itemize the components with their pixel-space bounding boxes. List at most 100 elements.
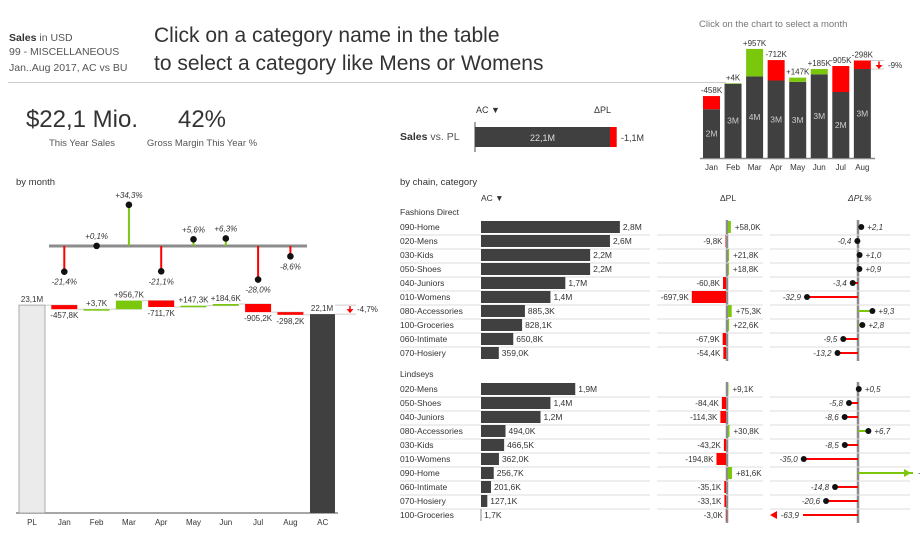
- table-header-ac[interactable]: AC ▼: [481, 193, 504, 203]
- dpl-bar[interactable]: [721, 397, 726, 409]
- dpl-bar[interactable]: [725, 509, 727, 521]
- month-ac-bar[interactable]: [724, 83, 742, 158]
- dpl-bar[interactable]: [728, 383, 729, 395]
- dplpct-dot[interactable]: [804, 294, 811, 300]
- dpl-bar[interactable]: [728, 263, 729, 275]
- ac-bar[interactable]: [481, 439, 505, 451]
- ac-sort-header[interactable]: AC ▼: [476, 105, 500, 115]
- month-delta-bar[interactable]: [724, 83, 742, 84]
- waterfall-category-label[interactable]: Jul: [253, 518, 263, 527]
- ac-bar[interactable]: [481, 411, 541, 423]
- dpl-bar[interactable]: [723, 277, 726, 289]
- waterfall-category-label[interactable]: Apr: [155, 518, 168, 527]
- month-ac-bar[interactable]: [746, 76, 764, 158]
- month-column-may[interactable]: 3M +147K May: [786, 68, 810, 172]
- waterfall-delta-bar[interactable]: [51, 305, 78, 310]
- ac-bar[interactable]: [481, 249, 591, 261]
- dpl-bar[interactable]: [720, 411, 726, 423]
- dplpct-dot[interactable]: [855, 386, 862, 392]
- dplpct-dot[interactable]: [800, 456, 807, 462]
- dpl-bar[interactable]: [724, 481, 726, 493]
- category-name-link[interactable]: 050-Shoes: [400, 398, 441, 408]
- month-column-mar[interactable]: 4M +957K Mar: [743, 39, 767, 172]
- dplpct-dot[interactable]: [832, 484, 839, 490]
- ac-bar[interactable]: [481, 263, 591, 275]
- ac-bar[interactable]: [481, 425, 506, 437]
- month-ac-bar[interactable]: [767, 80, 785, 158]
- category-name-link[interactable]: 030-Kids: [400, 440, 434, 450]
- month-column-jun[interactable]: 3M +185K Jun: [808, 59, 832, 172]
- dpl-bar[interactable]: [728, 467, 732, 479]
- pct-lollipop-dot[interactable]: [254, 276, 262, 283]
- category-name-link[interactable]: 100-Groceries: [400, 320, 454, 330]
- category-name-link[interactable]: 090-Home: [400, 222, 440, 232]
- dpl-bar[interactable]: [723, 347, 726, 359]
- pct-lollipop-dot[interactable]: [190, 235, 197, 243]
- waterfall-pl-bar[interactable]: [18, 304, 46, 514]
- dplpct-dot[interactable]: [849, 280, 856, 286]
- category-name-link[interactable]: 050-Shoes: [400, 264, 441, 274]
- dplpct-dot[interactable]: [859, 322, 866, 328]
- sales-delta-bar[interactable]: [610, 127, 617, 147]
- month-column-aug[interactable]: 3M -298K Aug: [852, 50, 874, 172]
- dpl-bar[interactable]: [728, 221, 731, 233]
- dplpct-dot[interactable]: [856, 266, 863, 272]
- ac-bar[interactable]: [481, 481, 491, 493]
- ac-bar[interactable]: [481, 397, 551, 409]
- month-ac-bar[interactable]: [832, 91, 850, 158]
- dplpct-dot[interactable]: [856, 252, 863, 258]
- dpl-bar[interactable]: [724, 495, 726, 507]
- waterfall-category-label[interactable]: PL: [27, 518, 37, 527]
- category-name-link[interactable]: 060-Intimate: [400, 334, 448, 344]
- ac-bar[interactable]: [481, 467, 494, 479]
- month-column-jan[interactable]: 2M -458K Jan: [701, 86, 723, 172]
- category-name-link[interactable]: 070-Hosiery: [400, 348, 447, 358]
- pct-lollipop-dot[interactable]: [93, 242, 100, 250]
- dplpct-dot[interactable]: [869, 308, 876, 314]
- ac-bar[interactable]: [481, 291, 551, 303]
- month-ac-bar[interactable]: [703, 109, 720, 158]
- category-name-link[interactable]: 030-Kids: [400, 250, 434, 260]
- waterfall-category-label[interactable]: Mar: [122, 518, 136, 527]
- ac-bar[interactable]: [481, 235, 610, 247]
- waterfall-delta-bar[interactable]: [83, 309, 110, 311]
- dpl-bar[interactable]: [728, 249, 730, 261]
- month-delta-bar[interactable]: [789, 77, 807, 82]
- ac-bar[interactable]: [481, 333, 514, 345]
- dpl-bar[interactable]: [723, 439, 726, 451]
- category-name-link[interactable]: 040-Juniors: [400, 278, 444, 288]
- ac-bar[interactable]: [481, 305, 525, 317]
- category-name-link[interactable]: 070-Hosiery: [400, 496, 447, 506]
- dplpct-dot[interactable]: [854, 238, 861, 244]
- ac-bar[interactable]: [481, 277, 566, 289]
- dpl-bar[interactable]: [728, 425, 730, 437]
- month-delta-bar[interactable]: [746, 48, 764, 77]
- category-name-link[interactable]: 080-Accessories: [400, 426, 463, 436]
- month-ac-bar[interactable]: [810, 74, 828, 158]
- category-name-link[interactable]: 020-Mens: [400, 384, 438, 394]
- waterfall-delta-bar[interactable]: [115, 300, 142, 310]
- dplpct-dot[interactable]: [841, 442, 848, 448]
- month-ac-bar[interactable]: [789, 81, 807, 158]
- category-name-link[interactable]: 020-Mens: [400, 236, 438, 246]
- ac-bar[interactable]: [481, 347, 499, 359]
- sales-ac-bar[interactable]: [475, 127, 610, 147]
- dpl-bar[interactable]: [722, 333, 726, 345]
- pct-lollipop-dot[interactable]: [61, 268, 68, 275]
- month-column-feb[interactable]: 3M +4K Feb: [724, 73, 742, 172]
- ac-bar[interactable]: [481, 383, 576, 395]
- ac-bar[interactable]: [481, 319, 523, 331]
- month-delta-bar[interactable]: [703, 96, 720, 110]
- dplpct-dot[interactable]: [865, 428, 872, 434]
- waterfall-category-label[interactable]: AC: [317, 518, 328, 527]
- waterfall-delta-bar[interactable]: [212, 303, 239, 306]
- pct-lollipop-dot[interactable]: [287, 253, 294, 260]
- pct-lollipop-dot[interactable]: [125, 201, 133, 209]
- waterfall-ac-bar[interactable]: [310, 314, 335, 513]
- ac-bar[interactable]: [481, 221, 620, 233]
- dplpct-dot[interactable]: [823, 498, 830, 504]
- dplpct-dot[interactable]: [840, 336, 847, 342]
- dpl-bar[interactable]: [728, 305, 732, 317]
- ac-bar[interactable]: [481, 495, 488, 507]
- month-delta-bar[interactable]: [767, 60, 785, 81]
